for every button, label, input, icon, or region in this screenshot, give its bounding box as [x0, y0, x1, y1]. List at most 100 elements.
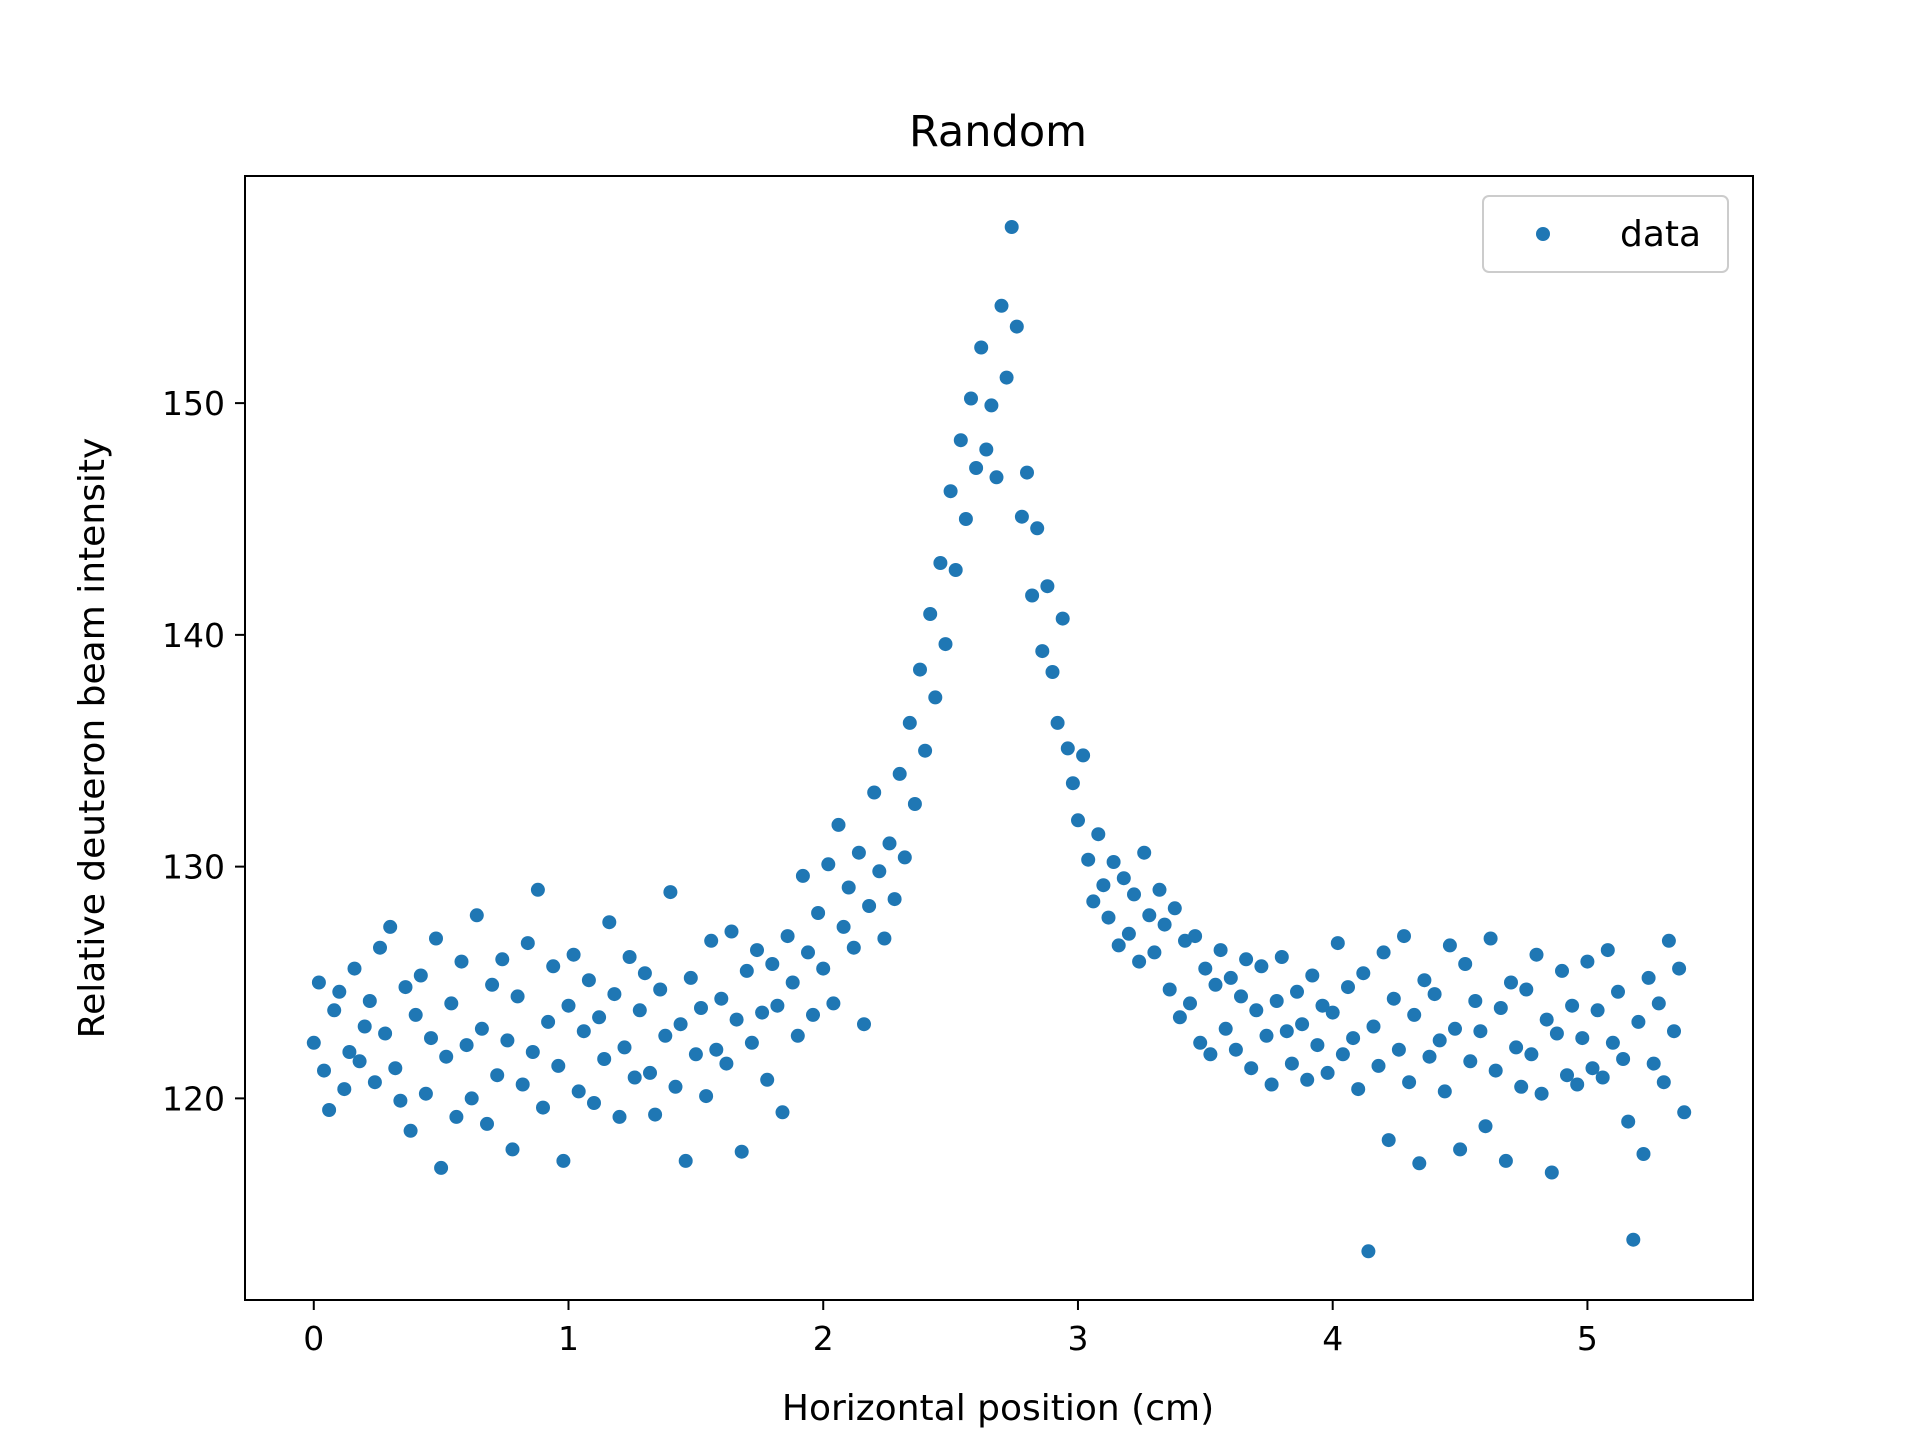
data-point: [1371, 1058, 1386, 1073]
data-point: [357, 1019, 372, 1034]
data-point: [1121, 926, 1136, 941]
legend-label-data: data: [1620, 214, 1701, 255]
data-point: [811, 906, 826, 920]
data-point: [780, 929, 795, 944]
y-axis: 120 130 140 150: [162, 384, 245, 1118]
data-point: [536, 1100, 550, 1115]
data-point: [403, 1123, 418, 1138]
data-point: [1172, 1010, 1187, 1025]
y-tick-label: 140: [162, 616, 225, 655]
data-point: [342, 1045, 357, 1059]
data-point: [1661, 933, 1676, 948]
data-point: [592, 1010, 607, 1025]
data-point: [1152, 882, 1167, 897]
data-point: [1636, 1147, 1651, 1161]
data-point: [821, 857, 836, 872]
x-axis: 0 1 2 3 4 5: [303, 1300, 1598, 1358]
data-point: [1239, 952, 1254, 967]
data-point: [566, 947, 581, 962]
data-point: [1514, 1079, 1529, 1094]
data-point: [429, 931, 443, 946]
data-points: [306, 220, 1692, 1259]
data-point: [1116, 871, 1131, 886]
data-point: [1274, 950, 1289, 964]
data-point: [1381, 1133, 1396, 1148]
data-point: [750, 943, 764, 958]
data-point: [1600, 943, 1615, 958]
data-point: [424, 1031, 438, 1046]
data-point: [923, 607, 938, 621]
data-point: [887, 892, 902, 907]
data-point: [867, 785, 882, 800]
data-point: [551, 1058, 566, 1073]
data-point: [587, 1096, 601, 1110]
data-point: [688, 1047, 703, 1062]
data-point: [607, 987, 622, 1002]
data-point: [1101, 910, 1116, 925]
data-point: [989, 470, 1004, 485]
data-point: [327, 1003, 342, 1018]
data-point: [663, 885, 678, 900]
data-point: [1356, 966, 1371, 981]
data-point: [836, 919, 851, 934]
data-point: [1086, 894, 1101, 909]
data-point: [846, 940, 861, 955]
data-point: [449, 1109, 464, 1124]
data-point: [938, 637, 953, 652]
data-point: [643, 1065, 657, 1080]
data-point: [602, 915, 617, 930]
data-point: [1208, 977, 1223, 992]
data-point: [622, 950, 637, 964]
data-point: [851, 845, 866, 860]
data-point: [311, 975, 326, 990]
legend: data: [1482, 195, 1729, 273]
data-point: [953, 433, 968, 448]
data-point: [958, 512, 973, 526]
data-point: [454, 954, 469, 969]
data-point: [770, 998, 785, 1013]
data-point: [765, 957, 780, 971]
data-point: [1641, 970, 1656, 985]
y-tick-label: 120: [162, 1079, 225, 1118]
data-point: [1402, 1075, 1417, 1090]
data-point: [1020, 465, 1034, 480]
data-point: [1351, 1082, 1366, 1097]
data-point: [806, 1007, 820, 1022]
data-point: [576, 1024, 591, 1039]
data-point: [1254, 959, 1269, 974]
data-point: [1228, 1042, 1243, 1057]
data-point: [744, 1035, 759, 1050]
x-axis-label: Horizontal position (cm): [782, 1388, 1214, 1429]
data-point: [1468, 994, 1483, 1008]
data-point: [1335, 1047, 1350, 1062]
data-point: [1590, 1003, 1605, 1018]
data-point: [1560, 1068, 1574, 1083]
data-point: [1127, 887, 1141, 902]
data-point: [1391, 1042, 1406, 1057]
data-point: [546, 959, 561, 974]
data-point: [1035, 644, 1050, 659]
data-point: [1488, 1063, 1503, 1078]
data-point: [1137, 845, 1152, 860]
data-point: [464, 1091, 479, 1106]
data-point: [459, 1038, 474, 1053]
data-point: [1580, 954, 1595, 969]
data-point: [1157, 917, 1172, 932]
x-tick-label: 1: [558, 1319, 579, 1358]
x-tick-label: 3: [1067, 1319, 1088, 1358]
data-point: [785, 975, 800, 990]
data-point: [714, 991, 729, 1006]
data-point: [474, 1021, 489, 1036]
plot-area-frame: [244, 175, 1754, 1301]
data-point: [775, 1105, 790, 1120]
data-point: [1045, 665, 1060, 679]
data-point: [1142, 908, 1157, 923]
data-point: [1284, 1056, 1299, 1071]
data-point: [495, 952, 510, 967]
data-point: [699, 1089, 714, 1104]
data-point: [1244, 1061, 1259, 1076]
data-point: [530, 882, 545, 897]
data-point: [337, 1082, 352, 1097]
data-point: [1376, 945, 1391, 960]
